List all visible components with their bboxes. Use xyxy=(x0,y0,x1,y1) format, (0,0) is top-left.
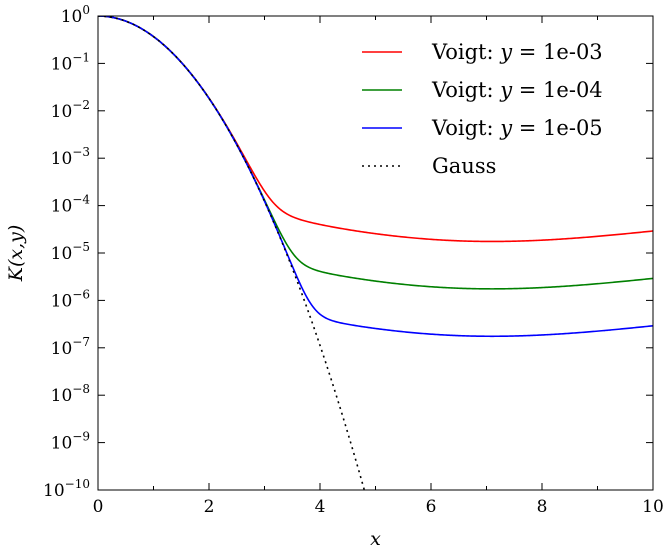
x-tick-label: 10 xyxy=(642,497,664,517)
legend-label-2: Voigt: y = 1e-04 xyxy=(431,78,603,102)
y-tick-label: 10−4 xyxy=(51,193,91,217)
y-tick-label: 10−8 xyxy=(51,382,90,406)
x-tick-label: 0 xyxy=(93,497,104,517)
x-tick-label: 4 xyxy=(315,497,326,517)
y-tick-label: 10−9 xyxy=(51,430,90,454)
tick-labels-layer: 0 2 4 6 8 10 10−10 10−9 10−8 10−7 10−6 10−5 10−4 10−3… xyxy=(43,3,664,517)
x-tick-label: 6 xyxy=(426,497,437,517)
series-line-3 xyxy=(98,16,653,338)
y-axis-label: K(x,y) xyxy=(5,225,27,283)
legend-label-4: Gauss xyxy=(432,154,496,178)
y-tick-label: 10−6 xyxy=(51,287,90,311)
y-tick-label: 10−5 xyxy=(51,240,90,264)
y-tick-label: 10−10 xyxy=(43,477,90,501)
legend-label-1: Voigt: y = 1e-03 xyxy=(431,40,603,64)
ticks-layer xyxy=(97,15,654,491)
series-line-4 xyxy=(98,16,366,490)
y-tick-label: 10−2 xyxy=(51,98,90,122)
x-axis-label: x xyxy=(370,528,381,550)
y-tick-label: 10−1 xyxy=(51,50,90,74)
y-tick-label: 10−3 xyxy=(51,145,90,169)
legend-label-3: Voigt: y = 1e-05 xyxy=(431,116,603,140)
y-tick-label: 10−7 xyxy=(51,335,90,359)
x-tick-label: 8 xyxy=(537,497,548,517)
y-tick-label: 100 xyxy=(61,3,90,27)
legend: Voigt: y = 1e-03 Voigt: y = 1e-04 Voigt: y… xyxy=(362,40,603,178)
series-layer xyxy=(98,16,653,490)
x-tick-label: 2 xyxy=(204,497,215,517)
